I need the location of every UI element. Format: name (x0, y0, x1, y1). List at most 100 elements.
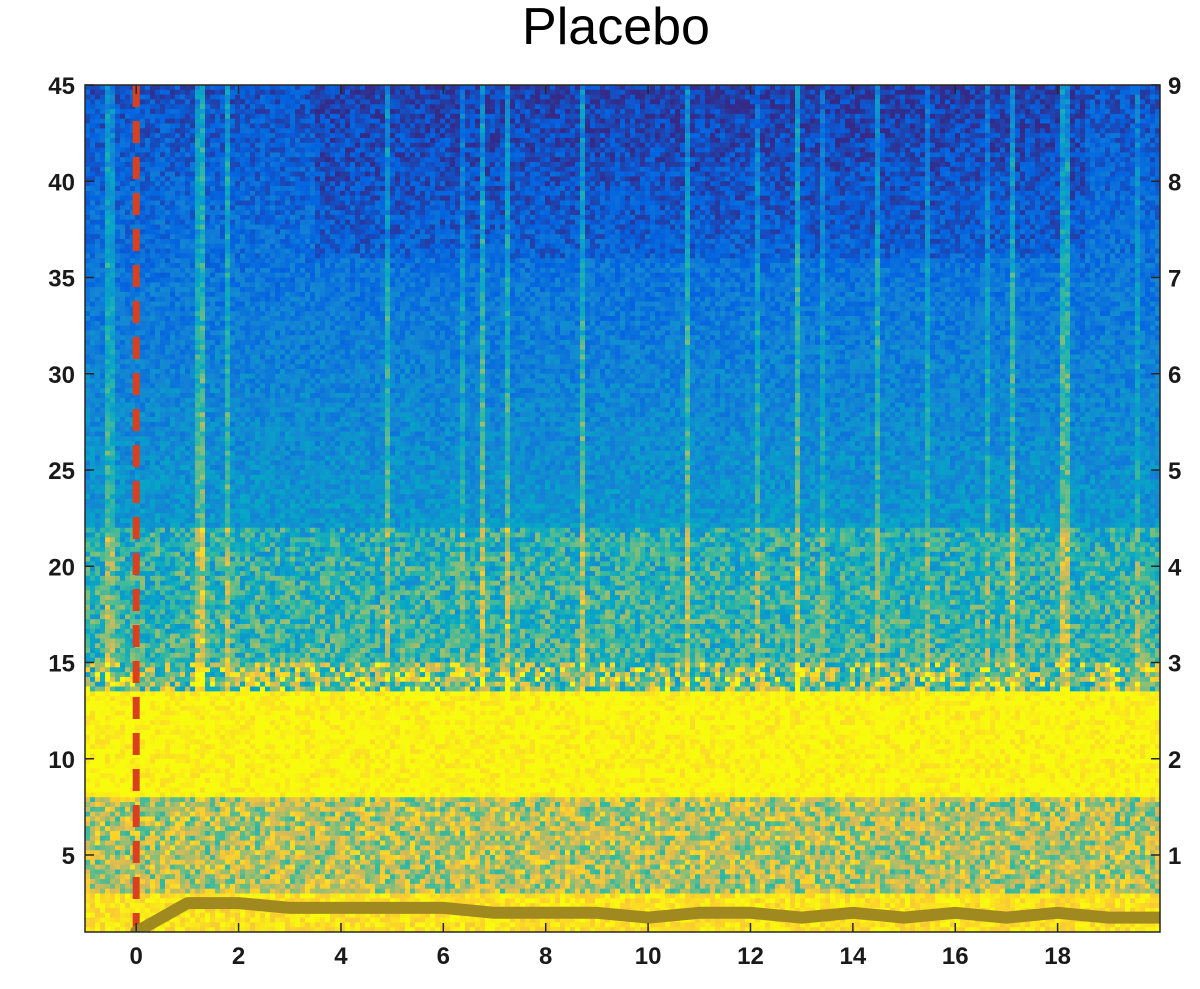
heatmap-cell (315, 176, 321, 181)
heatmap-cell (885, 176, 891, 181)
heatmap-cell (805, 85, 811, 90)
heatmap-cell (300, 152, 306, 157)
heatmap-cell (320, 114, 326, 119)
heatmap-cell (865, 162, 871, 167)
heatmap-cell (390, 104, 396, 109)
heatmap-cell (240, 104, 246, 109)
heatmap-cell (190, 109, 196, 114)
heatmap-cell (785, 143, 791, 148)
heatmap-cell (220, 172, 226, 177)
heatmap-cell (190, 186, 196, 191)
heatmap-cell (830, 162, 836, 167)
heatmap-cell (1020, 186, 1026, 191)
heatmap-cell (820, 157, 826, 162)
heatmap-cell (460, 167, 466, 172)
heatmap-cell (515, 109, 521, 114)
heatmap-cell (610, 138, 616, 143)
heatmap-cell (1060, 104, 1066, 109)
heatmap-cell (490, 109, 496, 114)
heatmap-cell (245, 167, 251, 172)
heatmap-cell (620, 143, 626, 148)
heatmap-cell (620, 138, 626, 143)
heatmap-cell (490, 119, 496, 124)
heatmap-cell (160, 128, 166, 133)
heatmap-cell (215, 95, 221, 100)
heatmap-cell (950, 128, 956, 133)
heatmap-cell (180, 95, 186, 100)
heatmap-cell (280, 172, 286, 177)
heatmap-cell (920, 138, 926, 143)
heatmap-cell (720, 172, 726, 177)
heatmap-cell (860, 167, 866, 172)
heatmap-cell (680, 152, 686, 157)
heatmap-cell (1145, 104, 1151, 109)
heatmap-cell (300, 109, 306, 114)
heatmap-cell (1015, 128, 1021, 133)
heatmap-cell (1025, 114, 1031, 119)
heatmap-cell (1060, 148, 1066, 153)
heatmap-cell (285, 181, 291, 186)
heatmap-cell (635, 128, 641, 133)
heatmap-cell (560, 90, 566, 95)
heatmap-cell (855, 162, 861, 167)
heatmap-cell (260, 109, 266, 114)
heatmap-cell (1030, 138, 1036, 143)
heatmap-cell (345, 172, 351, 177)
heatmap-cell (480, 186, 486, 191)
heatmap-cell (770, 104, 776, 109)
heatmap-cell (185, 114, 191, 119)
heatmap-cell (1085, 176, 1091, 181)
heatmap-cell (415, 119, 421, 124)
heatmap-cell (810, 124, 816, 129)
heatmap-cell (965, 172, 971, 177)
heatmap-cell (590, 152, 596, 157)
heatmap-cell (460, 157, 466, 162)
heatmap-cell (830, 119, 836, 124)
heatmap-cell (750, 162, 756, 167)
heatmap-cell (905, 162, 911, 167)
heatmap-cell (575, 167, 581, 172)
heatmap-cell (475, 162, 481, 167)
heatmap-cell (1030, 133, 1036, 138)
heatmap-cell (1060, 109, 1066, 114)
heatmap-cell (785, 114, 791, 119)
heatmap-cell (180, 90, 186, 95)
heatmap-cell (530, 133, 536, 138)
heatmap-cell (380, 191, 386, 196)
heatmap-cell (935, 176, 941, 181)
heatmap-cell (420, 124, 426, 129)
heatmap-cell (275, 124, 281, 129)
heatmap-cell (835, 138, 841, 143)
heatmap-cell (600, 176, 606, 181)
heatmap-cell (175, 143, 181, 148)
heatmap-cell (105, 181, 111, 186)
heatmap-cell (590, 133, 596, 138)
heatmap-cell (685, 148, 691, 153)
heatmap-cell (1140, 104, 1146, 109)
heatmap-cell (710, 162, 716, 167)
heatmap-cell (480, 95, 486, 100)
heatmap-cell (635, 90, 641, 95)
heatmap-cell (1130, 124, 1136, 129)
heatmap-cell (450, 114, 456, 119)
heatmap-cell (600, 143, 606, 148)
heatmap-cell (640, 186, 646, 191)
heatmap-cell (205, 167, 211, 172)
heatmap-cell (795, 162, 801, 167)
heatmap-cell (800, 176, 806, 181)
heatmap-cell (555, 133, 561, 138)
heatmap-cell (450, 152, 456, 157)
heatmap-cell (525, 172, 531, 177)
heatmap-cell (450, 128, 456, 133)
heatmap-cell (555, 95, 561, 100)
heatmap-cell (590, 85, 596, 90)
heatmap-cell (490, 162, 496, 167)
heatmap-cell (565, 157, 571, 162)
heatmap-cell (585, 143, 591, 148)
heatmap-cell (460, 95, 466, 100)
heatmap-cell (655, 85, 661, 90)
heatmap-cell (690, 162, 696, 167)
heatmap-cell (90, 152, 96, 157)
heatmap-cell (245, 162, 251, 167)
heatmap-cell (705, 128, 711, 133)
